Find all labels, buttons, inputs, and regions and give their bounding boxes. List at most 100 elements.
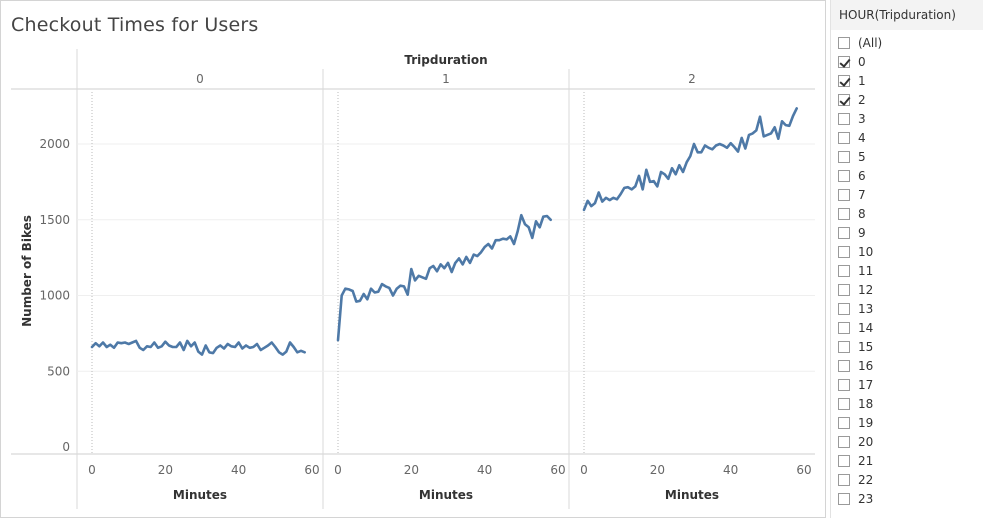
filter-panel: HOUR(Tripduration) (All) 0 1 2 3 4 5 6 7 8 9 10 11 12…	[830, 0, 984, 518]
filter-item-7[interactable]: 7	[838, 185, 882, 204]
panel-header-label: 0	[196, 72, 204, 86]
y-tick-label: 1000	[39, 289, 70, 303]
filter-checkbox[interactable]	[838, 188, 850, 201]
filter-item-label: 9	[858, 225, 866, 240]
x-tick-label: 20	[158, 463, 173, 477]
filter-checkbox[interactable]	[838, 226, 850, 239]
filter-checkbox[interactable]	[838, 264, 850, 277]
filter-item-label: 4	[858, 130, 866, 145]
filter-checkbox[interactable]	[838, 435, 850, 448]
series-line-panel-2[interactable]	[582, 107, 799, 212]
filter-checkbox[interactable]	[838, 321, 850, 334]
filter-checkbox[interactable]	[838, 492, 850, 505]
filter-item-8[interactable]: 8	[838, 204, 882, 223]
filter-item-label: 0	[858, 54, 866, 69]
worksheet: Checkout Times for Users Tripduration 0 50…	[0, 0, 826, 518]
filter-item-all[interactable]: (All)	[838, 33, 882, 52]
filter-item-label: 20	[858, 434, 874, 449]
filter-item-15[interactable]: 15	[838, 337, 882, 356]
filter-checkbox[interactable]	[838, 359, 850, 372]
filter-item-label: 12	[858, 282, 874, 297]
filter-item-label: 21	[858, 453, 874, 468]
y-tick-label: 1500	[39, 213, 70, 227]
filter-item-label: 23	[858, 491, 874, 506]
filter-item-label: 1	[858, 73, 866, 88]
filter-item-12[interactable]: 12	[838, 280, 882, 299]
y-axis-title: Number of Bikes	[20, 215, 34, 327]
filter-item-label: 18	[858, 396, 874, 411]
filter-checkbox[interactable]	[838, 36, 850, 49]
filter-item-22[interactable]: 22	[838, 470, 882, 489]
series-line-panel-1[interactable]	[336, 213, 553, 342]
filter-item-23[interactable]: 23	[838, 489, 882, 508]
filter-title: HOUR(Tripduration)	[831, 0, 983, 30]
filter-item-label: 17	[858, 377, 874, 392]
x-tick-label: 40	[723, 463, 738, 477]
filter-item-9[interactable]: 9	[838, 223, 882, 242]
filter-item-label: 15	[858, 339, 874, 354]
filter-item-label: 3	[858, 111, 866, 126]
filter-item-label: 22	[858, 472, 874, 487]
filter-item-4[interactable]: 4	[838, 128, 882, 147]
filter-list: (All) 0 1 2 3 4 5 6 7 8 9 10 11 12 13 14 15 16 17 18 19 20 21 2…	[838, 33, 882, 508]
filter-item-2[interactable]: 2	[838, 90, 882, 109]
series-line-panel-0[interactable]	[90, 339, 307, 356]
filter-checkbox[interactable]	[838, 55, 850, 68]
filter-checkbox[interactable]	[838, 340, 850, 353]
filter-checkbox[interactable]	[838, 473, 850, 486]
filter-item-17[interactable]: 17	[838, 375, 882, 394]
x-tick-label: 60	[796, 463, 811, 477]
filter-checkbox[interactable]	[838, 302, 850, 315]
filter-checkbox[interactable]	[838, 283, 850, 296]
filter-item-label: 14	[858, 320, 874, 335]
filter-item-18[interactable]: 18	[838, 394, 882, 413]
column-header-title: Tripduration	[404, 53, 487, 67]
x-axis-title: Minutes	[665, 488, 719, 502]
filter-item-label: 8	[858, 206, 866, 221]
filter-item-19[interactable]: 19	[838, 413, 882, 432]
x-tick-label: 0	[334, 463, 342, 477]
filter-checkbox[interactable]	[838, 378, 850, 391]
y-tick-label: 500	[47, 364, 70, 378]
y-tick-label: 2000	[39, 137, 70, 151]
filter-item-label: (All)	[858, 35, 883, 50]
filter-checkbox[interactable]	[838, 112, 850, 125]
panel-header-label: 2	[688, 72, 696, 86]
filter-item-1[interactable]: 1	[838, 71, 882, 90]
x-tick-label: 0	[88, 463, 96, 477]
filter-item-label: 2	[858, 92, 866, 107]
x-tick-label: 40	[477, 463, 492, 477]
filter-item-13[interactable]: 13	[838, 299, 882, 318]
filter-item-label: 19	[858, 415, 874, 430]
filter-checkbox[interactable]	[838, 169, 850, 182]
filter-checkbox[interactable]	[838, 416, 850, 429]
sheet-title: Checkout Times for Users	[11, 14, 259, 36]
filter-item-20[interactable]: 20	[838, 432, 882, 451]
filter-checkbox[interactable]	[838, 454, 850, 467]
filter-checkbox[interactable]	[838, 93, 850, 106]
filter-item-3[interactable]: 3	[838, 109, 882, 128]
x-tick-label: 20	[650, 463, 665, 477]
x-tick-label: 0	[580, 463, 588, 477]
x-axis-title: Minutes	[419, 488, 473, 502]
y-tick-label: 0	[62, 440, 70, 454]
panel-header-label: 1	[442, 72, 450, 86]
filter-item-label: 7	[858, 187, 866, 202]
filter-item-6[interactable]: 6	[838, 166, 882, 185]
filter-item-label: 5	[858, 149, 866, 164]
filter-checkbox[interactable]	[838, 74, 850, 87]
filter-item-0[interactable]: 0	[838, 52, 882, 71]
filter-item-5[interactable]: 5	[838, 147, 882, 166]
filter-item-21[interactable]: 21	[838, 451, 882, 470]
x-tick-label: 60	[550, 463, 565, 477]
filter-item-16[interactable]: 16	[838, 356, 882, 375]
filter-checkbox[interactable]	[838, 397, 850, 410]
filter-checkbox[interactable]	[838, 131, 850, 144]
filter-item-10[interactable]: 10	[838, 242, 882, 261]
filter-item-11[interactable]: 11	[838, 261, 882, 280]
filter-item-14[interactable]: 14	[838, 318, 882, 337]
filter-checkbox[interactable]	[838, 245, 850, 258]
filter-checkbox[interactable]	[838, 207, 850, 220]
filter-checkbox[interactable]	[838, 150, 850, 163]
